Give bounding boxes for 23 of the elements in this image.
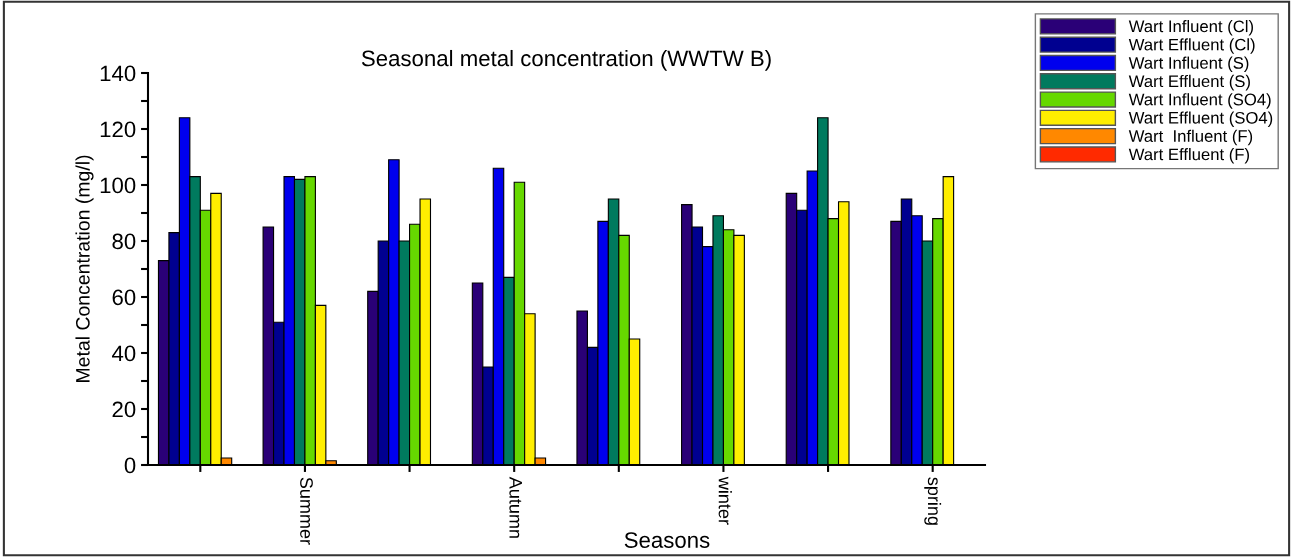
x-tick-label: Autumn	[509, 476, 522, 538]
y-tick-label: 120	[100, 121, 136, 138]
x-tick-label: Summer	[300, 477, 313, 545]
y-tick-label: 20	[112, 401, 136, 418]
y-tick-label: 100	[100, 177, 136, 194]
legend-label: Wart Effluent (Cl)	[1128, 38, 1255, 54]
y-tick-label: 60	[112, 289, 136, 306]
y-tick-label: 80	[112, 233, 136, 250]
legend-label: Wart Influent (SO4)	[1128, 93, 1271, 109]
chart-title: Seasonal metal concentration (WWTW B)	[361, 49, 771, 71]
y-tick-label: 140	[100, 65, 136, 82]
x-tick-label: spring	[924, 477, 942, 525]
y-axis-title: Metal Concentration (mg/l)	[75, 155, 94, 382]
legend-label: Wart Effluent (SO4)	[1128, 111, 1273, 127]
legend-label: Wart Influent (Cl)	[1128, 19, 1254, 36]
x-tick-label: winter	[718, 476, 732, 525]
legend-label: Wart Influent (F)	[1128, 129, 1253, 146]
legend-label: Wart Effluent (F)	[1128, 148, 1249, 164]
legend-label: Wart Influent (S)	[1128, 56, 1249, 73]
x-axis-title: Seasons	[624, 532, 710, 548]
legend-label: Wart Effluent (S)	[1128, 74, 1250, 91]
y-tick-label: 40	[111, 345, 136, 362]
y-tick-label: 0	[124, 457, 136, 474]
